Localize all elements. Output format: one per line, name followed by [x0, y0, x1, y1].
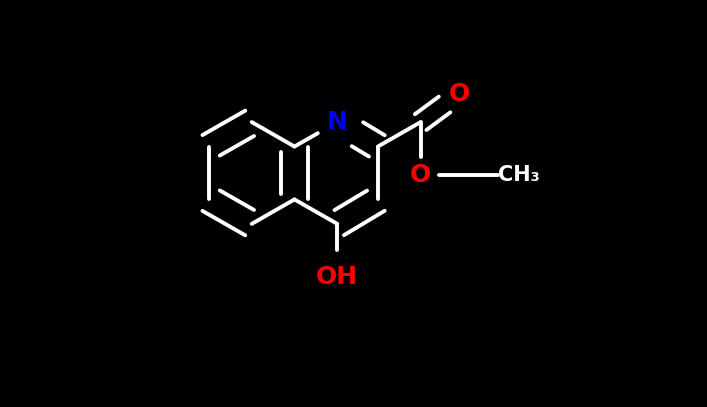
- Text: OH: OH: [316, 265, 358, 289]
- Text: CH₃: CH₃: [498, 165, 539, 185]
- Text: N: N: [327, 110, 348, 134]
- Text: O: O: [449, 82, 470, 105]
- Text: O: O: [410, 163, 431, 187]
